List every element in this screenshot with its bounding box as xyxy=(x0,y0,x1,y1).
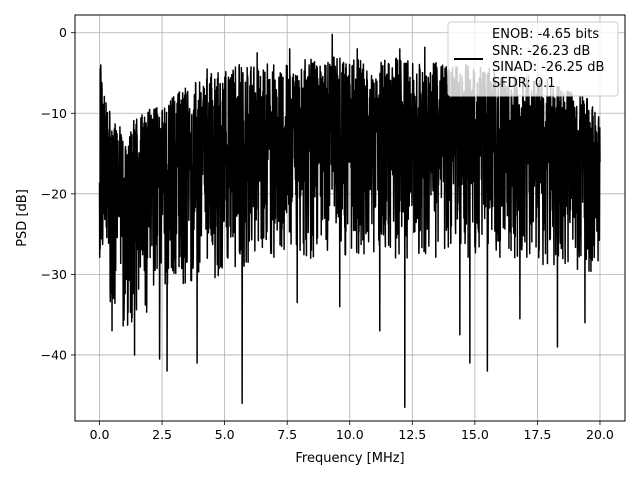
x-tick-label: 20.0 xyxy=(586,427,614,442)
x-axis-label: Frequency [MHz] xyxy=(295,451,404,466)
legend-box xyxy=(447,21,619,97)
y-tick-label: 0 xyxy=(59,25,67,40)
x-tick-label: 15.0 xyxy=(461,427,489,442)
x-tick-label: 10.0 xyxy=(336,427,364,442)
x-tick-label: 2.5 xyxy=(152,427,172,442)
x-tick-label: 5.0 xyxy=(215,427,235,442)
x-tick-label: 0.0 xyxy=(90,427,110,442)
x-tick-label: 7.5 xyxy=(277,427,297,442)
y-tick-label: −30 xyxy=(41,267,67,282)
y-tick-label: −40 xyxy=(41,347,67,362)
legend-snr: SNR: -26.23 dB xyxy=(492,44,590,59)
x-tick-label: 17.5 xyxy=(523,427,551,442)
y-axis-ticks: 0 −10 −20 −30 −40 xyxy=(41,25,75,362)
y-axis-label: PSD [dB] xyxy=(15,189,30,247)
legend-sinad: SINAD: -26.25 dB xyxy=(492,60,604,75)
x-axis-ticks: 0.0 2.5 5.0 7.5 10.0 12.5 15.0 17.5 20.0 xyxy=(90,421,614,442)
x-tick-label: 12.5 xyxy=(398,427,426,442)
legend-sfdr: SFDR: 0.1 xyxy=(492,76,556,91)
legend-enob: ENOB: -4.65 bits xyxy=(492,27,599,42)
y-tick-label: −20 xyxy=(41,186,67,201)
y-tick-label: −10 xyxy=(41,106,67,121)
legend: ENOB: -4.65 bits SNR: -26.23 dB SINAD: -… xyxy=(447,21,619,97)
